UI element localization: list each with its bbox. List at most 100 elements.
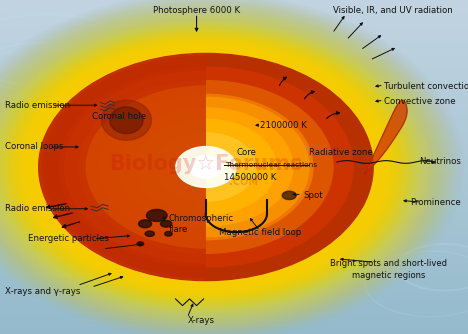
Text: Chromospheric: Chromospheric bbox=[168, 214, 234, 223]
Ellipse shape bbox=[161, 220, 172, 227]
Ellipse shape bbox=[36, 52, 376, 282]
Ellipse shape bbox=[0, 10, 438, 324]
Ellipse shape bbox=[11, 35, 401, 299]
Text: 2100000 K: 2100000 K bbox=[260, 121, 307, 130]
Bar bbox=[0, 8, 468, 12]
Ellipse shape bbox=[31, 48, 380, 286]
Ellipse shape bbox=[136, 119, 276, 215]
Ellipse shape bbox=[21, 41, 391, 293]
Ellipse shape bbox=[32, 49, 380, 285]
Text: flare: flare bbox=[168, 225, 188, 234]
Bar bbox=[0, 4, 468, 8]
Text: Coronal hole: Coronal hole bbox=[92, 113, 146, 121]
Text: Radiative zone: Radiative zone bbox=[309, 148, 373, 157]
Bar bbox=[0, 317, 468, 321]
Ellipse shape bbox=[15, 37, 397, 297]
Bar bbox=[0, 259, 468, 263]
Ellipse shape bbox=[0, 6, 443, 328]
Bar bbox=[0, 217, 468, 221]
Bar bbox=[0, 159, 468, 163]
Ellipse shape bbox=[4, 30, 408, 304]
Bar bbox=[0, 117, 468, 121]
Ellipse shape bbox=[13, 36, 399, 298]
Ellipse shape bbox=[0, 16, 428, 318]
Bar bbox=[0, 79, 468, 84]
Ellipse shape bbox=[110, 107, 143, 134]
Ellipse shape bbox=[0, 1, 450, 333]
Bar bbox=[0, 292, 468, 297]
Bar bbox=[0, 171, 468, 175]
Ellipse shape bbox=[11, 35, 401, 299]
Ellipse shape bbox=[35, 51, 377, 283]
Ellipse shape bbox=[0, 12, 434, 322]
Text: Core: Core bbox=[236, 148, 256, 157]
Bar bbox=[0, 125, 468, 129]
Bar bbox=[0, 209, 468, 213]
Ellipse shape bbox=[0, 5, 445, 329]
Ellipse shape bbox=[17, 39, 395, 295]
Bar bbox=[0, 104, 468, 109]
Bar bbox=[0, 204, 468, 209]
Ellipse shape bbox=[31, 48, 380, 286]
PathPatch shape bbox=[206, 97, 310, 237]
Bar bbox=[0, 21, 468, 25]
Ellipse shape bbox=[0, 21, 421, 313]
Bar bbox=[0, 246, 468, 250]
Bar bbox=[0, 321, 468, 326]
Text: Biology☆Forums: Biology☆Forums bbox=[109, 154, 303, 174]
Bar bbox=[0, 179, 468, 184]
Bar bbox=[0, 309, 468, 313]
Bar bbox=[0, 121, 468, 125]
Ellipse shape bbox=[0, 26, 414, 308]
Ellipse shape bbox=[0, 13, 432, 321]
Ellipse shape bbox=[145, 231, 154, 236]
Ellipse shape bbox=[156, 133, 256, 201]
Ellipse shape bbox=[18, 40, 394, 294]
Ellipse shape bbox=[19, 40, 393, 294]
Ellipse shape bbox=[6, 31, 406, 303]
Ellipse shape bbox=[0, 8, 439, 326]
Ellipse shape bbox=[0, 0, 456, 334]
Ellipse shape bbox=[10, 34, 402, 300]
Ellipse shape bbox=[15, 37, 397, 297]
Bar bbox=[0, 29, 468, 33]
Bar bbox=[0, 192, 468, 196]
Text: Energetic particles: Energetic particles bbox=[28, 234, 109, 243]
Bar bbox=[0, 288, 468, 292]
Text: Magnetic field loop: Magnetic field loop bbox=[219, 228, 301, 236]
Bar bbox=[0, 63, 468, 67]
Ellipse shape bbox=[119, 108, 293, 226]
Ellipse shape bbox=[17, 38, 395, 296]
Ellipse shape bbox=[0, 17, 426, 317]
Bar bbox=[0, 305, 468, 309]
Ellipse shape bbox=[20, 41, 392, 293]
Bar bbox=[0, 271, 468, 276]
Text: X-rays: X-rays bbox=[188, 316, 215, 325]
Bar bbox=[0, 301, 468, 305]
Bar bbox=[0, 84, 468, 88]
Bar bbox=[0, 150, 468, 154]
Bar bbox=[0, 154, 468, 159]
Bar bbox=[0, 267, 468, 271]
Ellipse shape bbox=[16, 38, 396, 296]
Bar bbox=[0, 188, 468, 192]
Bar bbox=[0, 50, 468, 54]
Bar bbox=[0, 175, 468, 180]
Bar bbox=[0, 313, 468, 317]
Ellipse shape bbox=[22, 42, 390, 292]
PathPatch shape bbox=[42, 56, 206, 278]
Ellipse shape bbox=[0, 0, 454, 334]
Ellipse shape bbox=[14, 36, 398, 298]
Ellipse shape bbox=[33, 50, 379, 284]
Bar bbox=[0, 255, 468, 259]
Text: Bright spots and short-lived: Bright spots and short-lived bbox=[330, 260, 447, 268]
Text: Radio emission: Radio emission bbox=[5, 101, 70, 110]
Bar bbox=[0, 17, 468, 21]
Text: 14500000 K: 14500000 K bbox=[224, 173, 276, 182]
Ellipse shape bbox=[137, 242, 144, 246]
Ellipse shape bbox=[2, 28, 410, 306]
Bar bbox=[0, 109, 468, 113]
Ellipse shape bbox=[0, 3, 447, 331]
Bar bbox=[0, 46, 468, 50]
Ellipse shape bbox=[28, 46, 384, 288]
